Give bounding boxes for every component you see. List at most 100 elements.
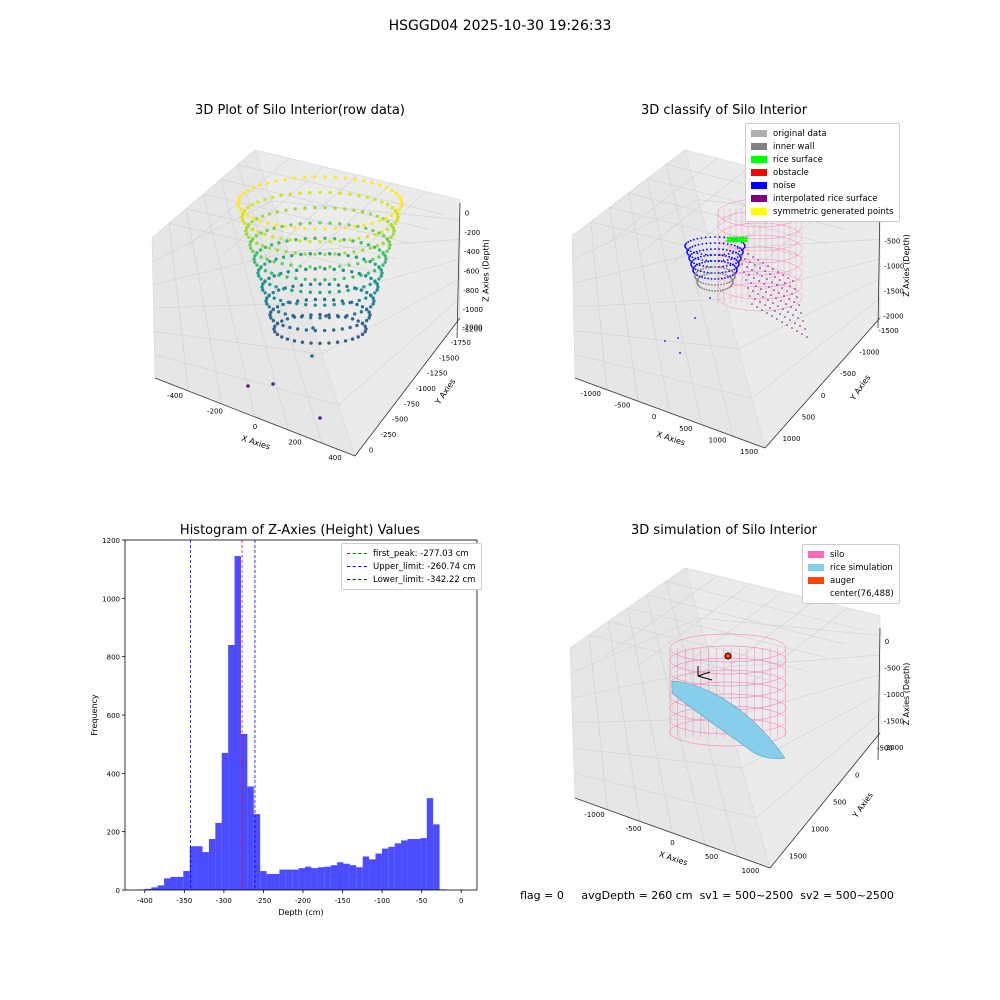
data-point: [384, 257, 388, 261]
data-point: [238, 207, 243, 212]
y-tick-label: -500: [392, 416, 408, 424]
noise-point: [717, 283, 720, 286]
data-point: [313, 205, 317, 210]
legend-swatch: [751, 195, 767, 202]
noise-point: [691, 256, 694, 259]
noise-point: [709, 242, 712, 245]
noise-point: [742, 242, 745, 245]
x-axis-label: X Axies: [658, 850, 689, 868]
noise-point: [684, 245, 686, 247]
grid-line: [665, 164, 734, 437]
data-point: [343, 226, 348, 230]
data-point: [373, 262, 377, 266]
noise-point: [738, 259, 741, 262]
data-point: [271, 307, 276, 312]
data-point: [323, 236, 327, 240]
histogram-bar: [176, 876, 184, 890]
legend-label: symmetric generated points: [773, 206, 894, 217]
interpolated-point: [747, 287, 749, 289]
rice-surface-point: [738, 239, 742, 243]
data-point: [311, 326, 315, 330]
data-point: [263, 291, 267, 295]
data-point: [267, 246, 272, 250]
histogram-title: Histogram of Z-Axies (Height) Values: [179, 523, 421, 538]
noise-point: [702, 249, 705, 251]
data-point: [309, 313, 313, 317]
legend-item: inner wall: [751, 140, 894, 153]
data-point: [323, 303, 327, 307]
y-tick-label: 600: [107, 712, 120, 720]
histogram-bar: [305, 866, 312, 890]
data-point: [333, 226, 338, 231]
data-point: [304, 302, 308, 307]
legend-line: [347, 566, 367, 567]
noise-point: [733, 265, 736, 267]
interpolated-point: [789, 285, 791, 287]
data-point: [259, 231, 263, 235]
noise-point: [728, 275, 731, 278]
data-point: [292, 176, 297, 180]
data-point: [352, 208, 356, 212]
data-point: [390, 188, 394, 193]
rice-surface-point: [729, 239, 733, 243]
y-tick-label: 500: [833, 799, 846, 807]
legend-swatch: [751, 208, 767, 215]
data-point: [364, 260, 368, 264]
z-tick-label: -1000: [884, 691, 904, 699]
legend-swatch: [751, 169, 767, 176]
noise-point: [694, 317, 696, 319]
interpolated-point: [786, 324, 788, 326]
x-tick-label: -200: [207, 407, 223, 415]
data-point: [332, 302, 336, 307]
legend-swatch: [751, 182, 767, 189]
data-point: [387, 246, 391, 250]
noise-point: [705, 283, 707, 285]
x-tick-label: -500: [626, 825, 642, 833]
noise-point: [731, 279, 734, 282]
x-tick-label: 0: [253, 423, 257, 431]
data-point: [369, 305, 373, 309]
rice-surface-point: [744, 239, 748, 243]
y-tick-label: 800: [107, 654, 120, 662]
interpolated-point: [746, 266, 748, 268]
data-point: [274, 285, 278, 289]
interpolated-point: [757, 293, 759, 295]
interpolated-point: [787, 311, 789, 313]
noise-point: [731, 283, 734, 286]
data-point: [244, 229, 248, 233]
data-point: [263, 269, 268, 273]
data-point: [274, 179, 278, 183]
data-point: [242, 191, 246, 196]
data-point: [351, 275, 355, 279]
noise-point: [726, 274, 729, 277]
noise-point: [707, 260, 710, 263]
noise-point: [717, 266, 720, 269]
legend-label: rice simulation: [830, 562, 893, 573]
noise-point: [710, 260, 713, 263]
noise-point: [731, 263, 734, 266]
data-point: [248, 243, 252, 247]
data-point: [308, 252, 313, 256]
noise-point: [703, 271, 706, 273]
data-point: [391, 226, 396, 230]
axes-box: -400-20002004000-250-500-750-1000-1250-1…: [151, 149, 490, 462]
noise-point: [730, 269, 733, 272]
data-point: [364, 307, 369, 312]
noise-point: [720, 266, 723, 269]
noise-point: [730, 258, 733, 261]
data-point: [304, 328, 309, 332]
data-point: [292, 339, 297, 343]
data-point: [313, 227, 317, 231]
z-tick-label: -2000: [883, 744, 903, 752]
data-point: [356, 319, 360, 323]
data-point: [267, 305, 271, 309]
noise-point: [730, 277, 732, 279]
data-point: [385, 237, 389, 241]
noise-point: [737, 264, 740, 267]
data-point: [324, 314, 328, 318]
data-point: [357, 271, 361, 276]
data-point: [279, 298, 283, 303]
interpolated-point: [791, 327, 793, 329]
z-tick-label: -800: [463, 287, 479, 295]
histogram-legend: first_peak: -277.03 cm Upper_limit: -260.…: [341, 543, 482, 590]
